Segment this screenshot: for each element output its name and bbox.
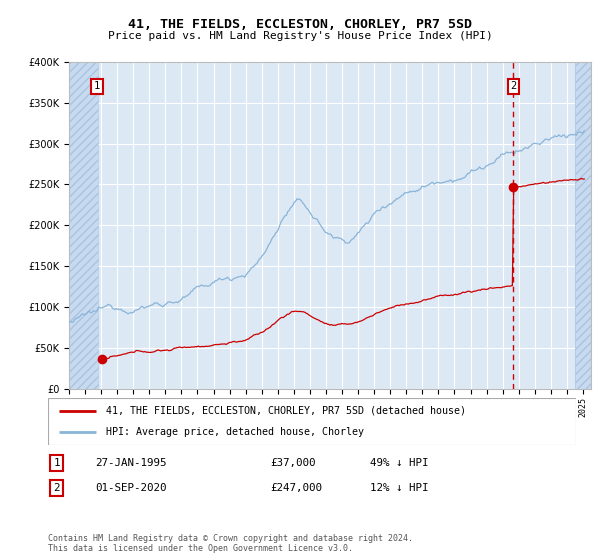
Text: £247,000: £247,000 — [270, 483, 322, 493]
Text: 41, THE FIELDS, ECCLESTON, CHORLEY, PR7 5SD: 41, THE FIELDS, ECCLESTON, CHORLEY, PR7 … — [128, 17, 472, 31]
Text: £37,000: £37,000 — [270, 458, 315, 468]
Text: 01-SEP-2020: 01-SEP-2020 — [95, 483, 167, 493]
Bar — [69, 62, 98, 389]
Text: 2: 2 — [53, 483, 60, 493]
FancyBboxPatch shape — [48, 398, 576, 445]
Text: 2: 2 — [510, 81, 517, 91]
Text: Contains HM Land Registry data © Crown copyright and database right 2024.
This d: Contains HM Land Registry data © Crown c… — [48, 534, 413, 553]
Text: 12% ↓ HPI: 12% ↓ HPI — [370, 483, 428, 493]
Text: 41, THE FIELDS, ECCLESTON, CHORLEY, PR7 5SD (detached house): 41, THE FIELDS, ECCLESTON, CHORLEY, PR7 … — [106, 406, 466, 416]
Text: 1: 1 — [53, 458, 60, 468]
Bar — [575, 62, 591, 389]
Text: 49% ↓ HPI: 49% ↓ HPI — [370, 458, 428, 468]
Text: 27-JAN-1995: 27-JAN-1995 — [95, 458, 167, 468]
Bar — [575, 62, 591, 389]
Text: 1: 1 — [94, 81, 100, 91]
Bar — [69, 62, 98, 389]
Text: Price paid vs. HM Land Registry's House Price Index (HPI): Price paid vs. HM Land Registry's House … — [107, 31, 493, 41]
Text: HPI: Average price, detached house, Chorley: HPI: Average price, detached house, Chor… — [106, 427, 364, 437]
